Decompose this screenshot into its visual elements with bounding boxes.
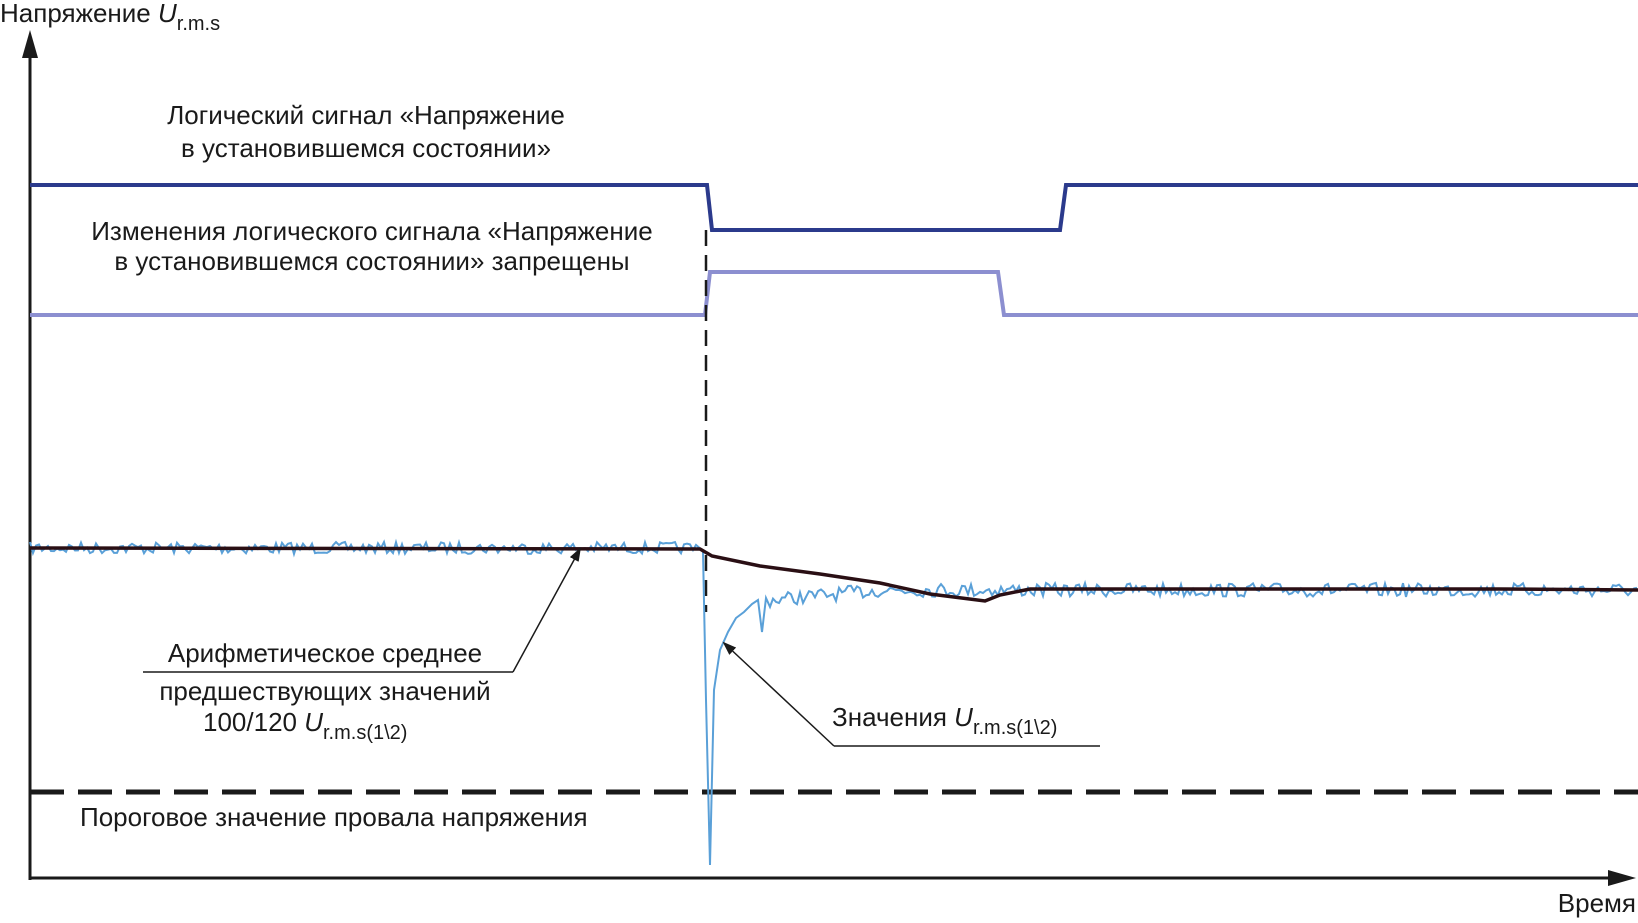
average-label-line3: 100/120 Ur.m.s(1\2)	[203, 707, 407, 744]
steady-state-signal-line	[30, 183, 1638, 232]
average-label-line1: Арифметическое среднее	[168, 638, 482, 668]
change-prohibited-signal-line	[30, 270, 1638, 317]
average-label-line2: предшествующих значений	[159, 676, 490, 706]
change-prohibited-label-line1: Изменения логического сигнала «Напряжени…	[91, 216, 653, 246]
y-axis-arrow-icon	[22, 30, 38, 58]
change-prohibited-label-line2: в установившемся состоянии» запрещены	[114, 246, 629, 276]
x-axis-arrow-icon	[1608, 870, 1636, 886]
x-axis-label: Время	[1558, 888, 1636, 918]
steady-state-label-line1: Логический сигнал «Напряжение	[167, 100, 565, 130]
average-pointer-arrow	[512, 547, 581, 673]
values-label: Значения Ur.m.s(1\2)	[832, 702, 1057, 739]
threshold-label: Пороговое значение провала напряжения	[80, 802, 588, 832]
values-pointer-arrow	[722, 641, 835, 747]
steady-state-label-line2: в установившемся состоянии»	[181, 133, 551, 163]
average-trace	[29, 546, 1638, 603]
y-axis-label: Напряжение Ur.m.s	[0, 0, 220, 35]
